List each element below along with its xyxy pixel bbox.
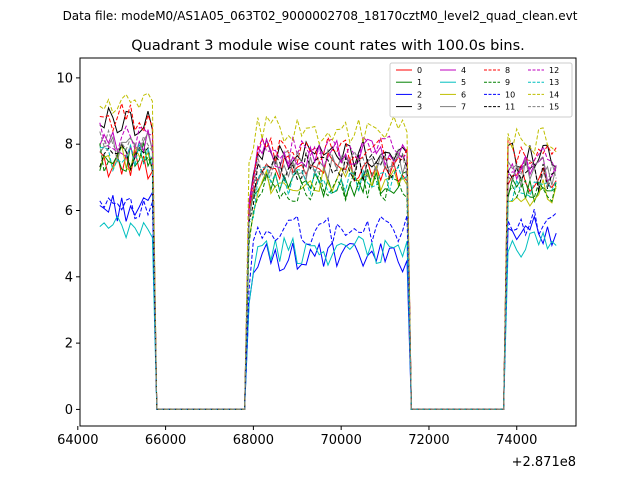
- x-tick-label: 66000: [145, 433, 186, 448]
- x-offset-label: +2.871e8: [512, 455, 576, 470]
- legend-label-11: 11: [505, 103, 515, 112]
- x-tick-label: 64000: [57, 433, 98, 448]
- y-tick-label: 4: [65, 270, 73, 285]
- legend-label-8: 8: [505, 66, 510, 75]
- y-tick-label: 2: [65, 337, 73, 352]
- legend-label-3: 3: [417, 103, 422, 112]
- x-axis: 64000 66000 68000 70000 72000 74000: [57, 426, 537, 448]
- figure-suptitle: Data file: modeM0/AS1A05_063T02_90000027…: [63, 9, 578, 23]
- legend-label-9: 9: [505, 78, 510, 87]
- axes-frame: [79, 57, 577, 427]
- y-axis: 0 2 4 6 8 10: [56, 71, 80, 418]
- series-line-15: [99, 128, 557, 410]
- legend-label-7: 7: [461, 103, 466, 112]
- legend-label-6: 6: [461, 90, 466, 99]
- x-tick-label: 70000: [320, 433, 361, 448]
- x-tick-label: 74000: [496, 433, 537, 448]
- y-tick-label: 6: [65, 204, 73, 219]
- legend-label-13: 13: [549, 78, 559, 87]
- legend-label-5: 5: [461, 78, 466, 87]
- legend-frame: [389, 62, 573, 118]
- legend-label-15: 15: [549, 103, 559, 112]
- axes-background: [80, 58, 576, 426]
- legend-label-2: 2: [417, 90, 422, 99]
- legend-label-10: 10: [505, 90, 515, 99]
- x-tick-label: 68000: [233, 433, 274, 448]
- y-tick-label: 0: [65, 403, 73, 418]
- y-tick-label: 8: [65, 138, 73, 153]
- series-layer: [99, 92, 557, 410]
- legend-label-0: 0: [417, 66, 422, 75]
- chart-title: Quadrant 3 module wise count rates with …: [131, 38, 525, 54]
- legend-label-14: 14: [549, 90, 559, 99]
- x-tick-label: 72000: [408, 433, 449, 448]
- legend-label-4: 4: [461, 66, 466, 75]
- legend-label-1: 1: [417, 78, 422, 87]
- y-tick-label: 10: [56, 71, 73, 86]
- legend-label-12: 12: [549, 66, 559, 75]
